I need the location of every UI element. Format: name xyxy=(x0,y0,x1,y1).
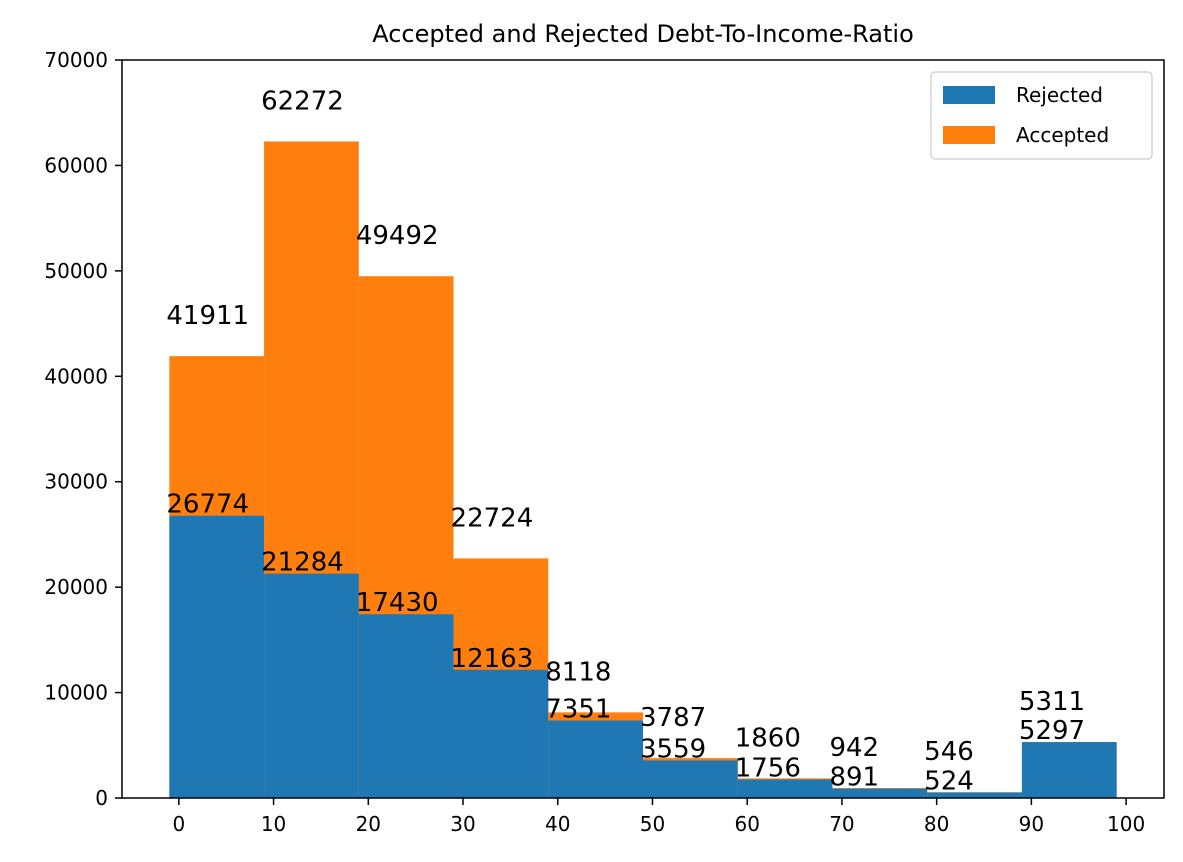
x-tick-label: 20 xyxy=(356,812,381,836)
accepted-total-label: 546 xyxy=(924,737,974,767)
x-tick-label: 50 xyxy=(640,812,665,836)
x-tick-label: 80 xyxy=(924,812,949,836)
y-tick-label: 10000 xyxy=(44,681,108,705)
rejected-value-label: 1756 xyxy=(735,753,801,783)
x-tick-label: 90 xyxy=(1019,812,1044,836)
plot-frame xyxy=(121,59,1165,799)
accepted-total-label: 942 xyxy=(829,733,879,763)
rejected-value-label: 3559 xyxy=(640,734,706,764)
legend-entry: Accepted xyxy=(1016,123,1109,147)
y-tick-label: 40000 xyxy=(44,364,108,388)
x-tick-label: 10 xyxy=(261,812,286,836)
rejected-value-label: 17430 xyxy=(356,588,439,618)
x-tick-label: 40 xyxy=(545,812,570,836)
legend-swatch xyxy=(943,86,995,104)
accepted-total-label: 5311 xyxy=(1019,687,1085,717)
bar-labels: 41911 26774 62272 21284 49492 17430 22724 12163… xyxy=(166,86,1085,796)
accepted-total-label: 8118 xyxy=(545,657,611,687)
legend-swatch xyxy=(943,126,995,144)
rejected-bar xyxy=(453,669,549,798)
accepted-total-label: 62272 xyxy=(261,86,344,116)
rejected-value-label: 26774 xyxy=(166,490,249,520)
rejected-bar xyxy=(643,760,738,798)
y-tick-label: 30000 xyxy=(44,470,108,494)
rejected-value-label: 524 xyxy=(924,766,974,796)
legend-entry: Rejected xyxy=(1016,83,1103,107)
x-tick-label: 0 xyxy=(172,812,185,836)
rejected-bar xyxy=(548,720,643,798)
rejected-bar xyxy=(927,792,1022,798)
x-tick-label: 100 xyxy=(1107,812,1145,836)
x-tick-label: 30 xyxy=(450,812,475,836)
rejected-bar xyxy=(1021,742,1117,798)
rejected-bar xyxy=(832,788,928,798)
rejected-value-label: 7351 xyxy=(545,694,611,724)
accepted-total-label: 41911 xyxy=(166,301,249,331)
rejected-bars xyxy=(169,515,1117,798)
y-tick-label: 0 xyxy=(95,786,108,810)
y-tick-label: 20000 xyxy=(44,575,108,599)
accepted-total-label: 1860 xyxy=(735,723,801,753)
rejected-bar xyxy=(264,573,359,798)
x-tick-label: 60 xyxy=(734,812,759,836)
x-tick-label: 70 xyxy=(829,812,854,836)
y-tick-label: 70000 xyxy=(44,48,108,72)
rejected-bar xyxy=(358,614,454,798)
y-tick-label: 50000 xyxy=(44,259,108,283)
rejected-value-label: 5297 xyxy=(1019,716,1085,746)
rejected-bar xyxy=(169,515,265,798)
rejected-value-label: 21284 xyxy=(261,548,344,578)
rejected-value-label: 12163 xyxy=(451,644,534,674)
accepted-total-label: 3787 xyxy=(640,703,706,733)
rejected-bar xyxy=(737,779,833,798)
axes: 0 10 20 30 40 50 60 70 80 90 100 0 10000 20000 30000 40… xyxy=(44,48,1165,836)
chart-title: Accepted and Rejected Debt-To-Income-Rat… xyxy=(372,20,914,48)
y-tick-label: 60000 xyxy=(44,153,108,177)
rejected-value-label: 891 xyxy=(829,763,879,793)
accepted-total-label: 49492 xyxy=(356,221,439,251)
legend: Rejected Accepted xyxy=(930,71,1153,160)
accepted-total-label: 22724 xyxy=(451,503,534,533)
